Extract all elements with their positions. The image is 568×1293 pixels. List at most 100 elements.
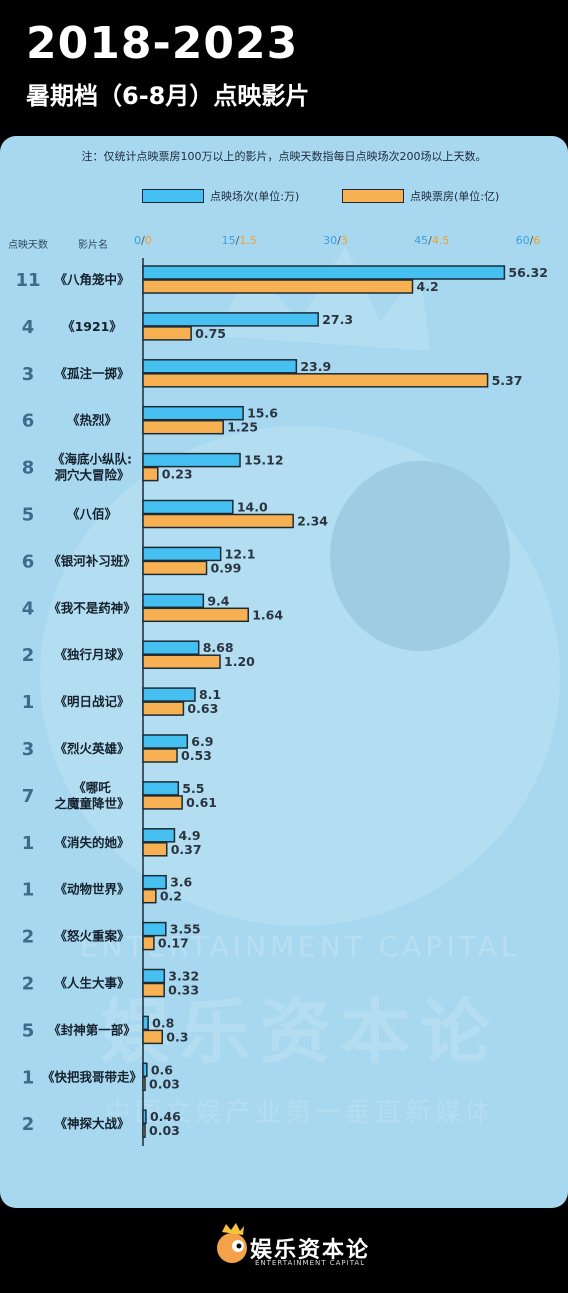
data-label-box-office: 0.37: [171, 842, 202, 857]
legend-label-box-office: 点映票房(单位:亿): [410, 190, 500, 203]
row-days: 2: [22, 1114, 35, 1135]
row-days: 11: [15, 270, 40, 291]
data-label-screenings: 5.5: [182, 781, 204, 796]
bar-box-office: [142, 373, 489, 388]
row-film-name: 《我不是药神》: [48, 600, 136, 615]
data-label-box-office: 1.20: [224, 654, 255, 669]
row-days: 2: [22, 645, 35, 666]
row-days: 7: [22, 786, 35, 807]
row-film-name: 《八角笼中》: [54, 272, 129, 287]
data-label-box-office: 0.63: [187, 701, 218, 716]
row-film-name: 《快把我哥带走》: [42, 1069, 142, 1084]
data-label-screenings: 15.12: [244, 453, 284, 468]
bar-box-office: [142, 795, 183, 810]
page-title: 2018-2023: [26, 18, 299, 69]
bar-screenings: [142, 734, 189, 749]
tick-label-box-office: 6: [533, 234, 540, 247]
data-label-box-office: 0.17: [158, 936, 189, 951]
data-label-box-office: 0.33: [168, 983, 199, 998]
row-days: 3: [22, 739, 35, 760]
data-label-screenings: 9.4: [207, 593, 229, 608]
bar-screenings: [142, 312, 319, 327]
data-label-screenings: 3.6: [170, 875, 192, 890]
chart-note: 注：仅统计点映票房100万以上的影片，点映天数指每日点映场次200场以上天数。: [81, 150, 487, 163]
row-days: 5: [22, 1020, 35, 1041]
column-head-film: 影片名: [78, 240, 108, 251]
axis-tick-label: 15/1.5: [222, 234, 257, 247]
data-label-box-office: 2.34: [297, 514, 328, 529]
data-label-screenings: 56.32: [508, 265, 548, 280]
bar-screenings: [142, 405, 244, 421]
footer-logo: [217, 1223, 247, 1263]
bar-screenings: [142, 968, 166, 984]
data-label-box-office: 0.75: [195, 326, 226, 341]
tick-label-separator: /: [337, 234, 341, 247]
legend-item-screenings: 点映场次(单位:万): [142, 188, 299, 204]
tick-label-separator: /: [141, 234, 145, 247]
bar-box-office: [142, 607, 249, 623]
bar-box-office: [142, 888, 157, 904]
bar-screenings: [142, 1109, 147, 1124]
bar-box-office: [142, 935, 155, 951]
legend-swatch-screenings: [142, 189, 204, 203]
row-film-name: 《热烈》: [67, 413, 117, 428]
bar-box-office: [142, 842, 168, 857]
bar-screenings: [142, 1062, 148, 1078]
data-label-screenings: 3.32: [168, 969, 199, 984]
row-days: 1: [22, 833, 35, 854]
row-days: 5: [22, 505, 35, 526]
axis-tick-label: 0/0: [134, 234, 152, 247]
tick-label-box-office: 1.5: [239, 234, 257, 247]
data-label-box-office: 0.3: [166, 1029, 188, 1044]
bar-screenings: [142, 1015, 149, 1031]
axis-tick-label: 30/3: [323, 234, 348, 247]
row-days: 2: [22, 974, 35, 995]
axis-tick-label: 45/4.5: [414, 234, 449, 247]
row-days: 8: [22, 458, 35, 479]
bar-screenings: [142, 265, 506, 280]
row-film-name: 之魔童降世》: [54, 796, 129, 811]
data-label-box-office: 5.37: [492, 373, 523, 388]
bar-screenings: [142, 921, 167, 937]
column-head-days: 点映天数: [8, 240, 48, 251]
legend-label-screenings: 点映场次(单位:万): [210, 190, 300, 203]
bar-box-office: [142, 560, 208, 576]
bar-screenings: [142, 781, 180, 796]
row-days: 1: [22, 1067, 35, 1088]
bar-chart: 0/0 15/1.5 30/3 45/4.5 60/611 《八角笼中》 56.324.24…: [15, 234, 548, 1146]
data-label-screenings: 27.3: [322, 312, 353, 327]
row-film-name: 《人生大事》: [54, 976, 129, 991]
brand-name: 娱乐资本论: [250, 1238, 371, 1263]
legend-swatch-box-office: [342, 189, 404, 203]
data-label-screenings: 15.6: [247, 406, 278, 421]
bar-box-office: [142, 654, 221, 669]
row-days: 1: [22, 880, 35, 901]
legend-item-box-office: 点映票房(单位:亿): [342, 188, 499, 204]
bar-screenings: [142, 452, 241, 468]
tick-label-separator: /: [236, 234, 240, 247]
row-film-name: 《封神第一部》: [48, 1022, 136, 1037]
data-label-box-office: 1.25: [227, 420, 258, 435]
data-label-screenings: 3.55: [170, 922, 201, 937]
bar-box-office: [142, 326, 192, 341]
tick-label-box-office: 3: [341, 234, 348, 247]
data-label-screenings: 14.0: [237, 500, 268, 515]
data-label-box-office: 0.03: [149, 1123, 180, 1138]
row-film-name: 《怒火重案》: [54, 929, 129, 944]
data-label-screenings: 8.68: [203, 640, 234, 655]
bar-screenings: [142, 593, 205, 609]
row-film-name: 《神探大战》: [54, 1116, 129, 1131]
chart-panel: ENTERTAINMENT CAPITAL 娱乐资本论 中国文娱产业第一垂直新媒…: [0, 136, 568, 1208]
bar-screenings: [142, 874, 167, 890]
tick-label-screenings: 30: [323, 234, 337, 247]
row-days: 4: [22, 317, 35, 338]
row-days: 6: [22, 551, 35, 572]
page-subtitle: 暑期档（6-8月）点映影片: [26, 82, 310, 110]
bar-box-office: [142, 419, 224, 435]
bar-screenings: [142, 499, 234, 515]
data-label-box-office: 0.2: [160, 889, 182, 904]
data-label-screenings: 6.9: [191, 734, 213, 749]
tick-label-separator: /: [428, 234, 432, 247]
bar-box-office: [142, 748, 178, 763]
data-label-box-office: 0.23: [162, 467, 193, 482]
